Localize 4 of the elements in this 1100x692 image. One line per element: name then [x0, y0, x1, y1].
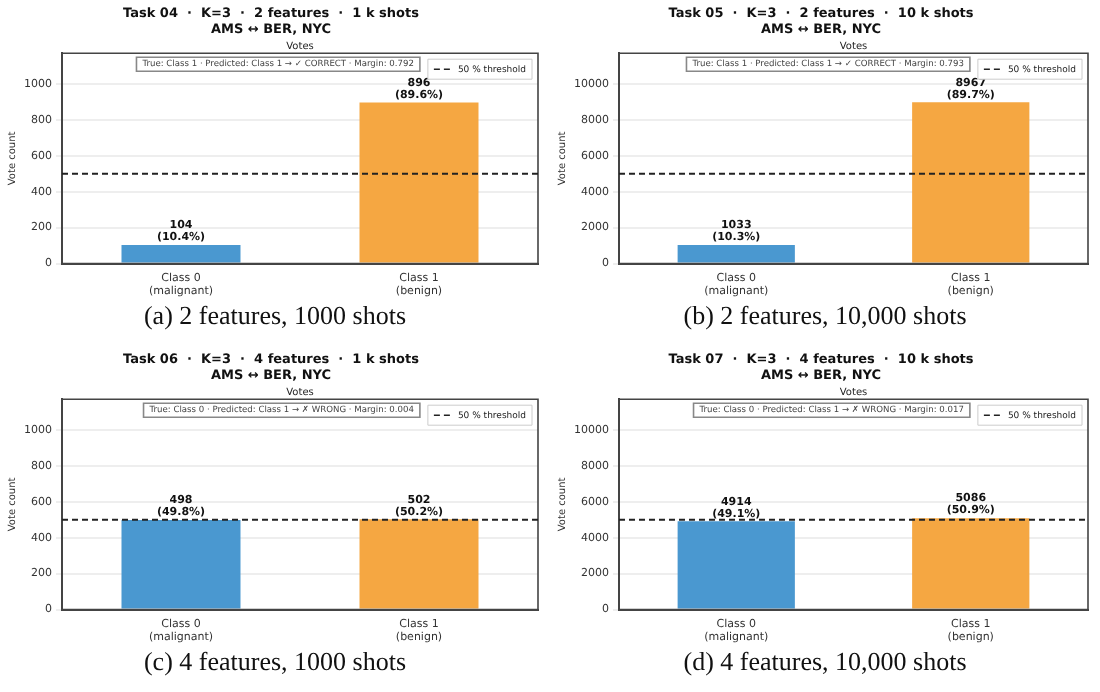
- text: (b) 2 features, 10,000 shots: [681, 300, 969, 332]
- text: (d) 4 features, 10,000 shots: [681, 646, 969, 678]
- text: (c) 4 features, 1000 shots: [141, 646, 409, 678]
- text: (a) 2 features, 1000 shots: [141, 300, 409, 332]
